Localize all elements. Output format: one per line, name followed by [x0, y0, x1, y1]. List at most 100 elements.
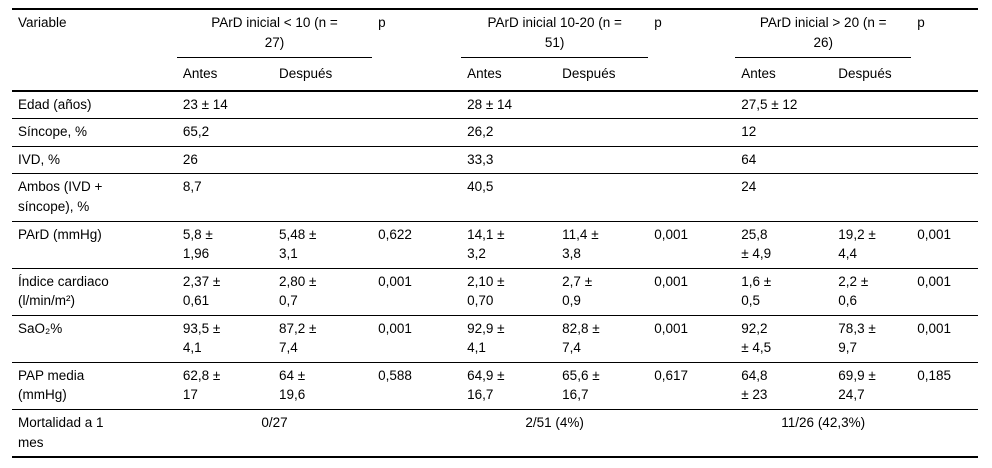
value-cell: 33,3: [461, 145, 557, 174]
value-cell: 0,001: [372, 267, 462, 316]
table-row: Edad (años) 23 ± 14 28 ± 14 27,5 ± 12: [12, 90, 978, 119]
value-cell: 64,8 ± 23: [735, 361, 833, 410]
value-cell: 27,5 ± 12: [735, 90, 833, 119]
value-cell: 19,2 ± 4,4: [832, 220, 912, 269]
row-label: IVD, %: [12, 145, 177, 174]
value-cell: 1,6 ± 0,5: [735, 267, 833, 316]
value-cell: 2/51 (4%): [461, 409, 649, 458]
table-row: Índice cardiaco (l/min/m²) 2,37 ± 0,61 2…: [12, 267, 978, 316]
group-header-row: Variable PArD inicial < 10 (n = 27) p PA…: [12, 9, 978, 92]
value-cell: [556, 118, 649, 147]
value-cell: 0,001: [648, 220, 736, 269]
value-cell: [372, 118, 462, 147]
value-cell: 65,6 ± 16,7: [556, 361, 649, 410]
value-cell: 0,001: [372, 314, 462, 363]
value-cell: [911, 90, 978, 119]
value-cell: 11,4 ± 3,8: [556, 220, 649, 269]
row-label: Índice cardiaco (l/min/m²): [12, 267, 177, 316]
table-row: PAP media (mmHg) 62,8 ± 17 64 ± 19,6 0,5…: [12, 361, 978, 410]
value-cell: [372, 145, 462, 174]
table-row: Síncope, % 65,2 26,2 12: [12, 118, 978, 147]
value-cell: 23 ± 14: [176, 90, 273, 119]
value-cell: [372, 90, 462, 119]
value-cell: 40,5: [461, 173, 557, 221]
value-cell: [832, 90, 912, 119]
value-cell: [272, 90, 373, 119]
empty-cell: [372, 409, 462, 458]
value-cell: 69,9 ± 24,7: [832, 361, 912, 410]
value-cell: [648, 145, 736, 174]
value-cell: 24: [735, 173, 833, 221]
value-cell: [272, 173, 373, 221]
p-column-header-2: p: [648, 9, 736, 92]
table-row-mortality: Mortalidad a 1 mes 0/27 2/51 (4%) 11/26 …: [12, 409, 978, 458]
table-row: Ambos (IVD + síncope), % 8,7 40,5 24: [12, 173, 978, 221]
subheader-antes-1: Antes: [176, 57, 273, 92]
value-cell: 2,2 ± 0,6: [832, 267, 912, 316]
empty-cell: [648, 409, 736, 458]
value-cell: 64,9 ± 16,7: [461, 361, 557, 410]
value-cell: 12: [735, 118, 833, 147]
value-cell: 64 ± 19,6: [272, 361, 373, 410]
value-cell: [372, 173, 462, 221]
group-header-2: PArD inicial 10-20 (n = 51): [461, 9, 649, 59]
subheader-antes-3: Antes: [735, 57, 833, 92]
value-cell: 65,2: [176, 118, 273, 147]
value-cell: 2,10 ± 0,70: [461, 267, 557, 316]
value-cell: 2,7 ± 0,9: [556, 267, 649, 316]
row-label: Edad (años): [12, 90, 177, 119]
value-cell: 78,3 ± 9,7: [832, 314, 912, 363]
p-column-header-1: p: [372, 9, 462, 92]
value-cell: 92,9 ± 4,1: [461, 314, 557, 363]
subheader-despues-2: Después: [556, 57, 649, 92]
value-cell: 0,001: [911, 267, 978, 316]
value-cell: [272, 118, 373, 147]
value-cell: [832, 145, 912, 174]
table-header: Variable PArD inicial < 10 (n = 27) p PA…: [12, 9, 978, 92]
p-column-header-3: p: [911, 9, 978, 92]
empty-cell: [911, 409, 978, 458]
subheader-despues-3: Después: [832, 57, 912, 92]
value-cell: 0,001: [911, 220, 978, 269]
value-cell: 14,1 ± 3,2: [461, 220, 557, 269]
table-row: SaO₂% 93,5 ± 4,1 87,2 ± 7,4 0,001 92,9 ±…: [12, 314, 978, 363]
value-cell: [648, 173, 736, 221]
value-cell: [556, 173, 649, 221]
value-cell: 0,001: [648, 267, 736, 316]
value-cell: 92,2 ± 4,5: [735, 314, 833, 363]
value-cell: [832, 118, 912, 147]
value-cell: [911, 145, 978, 174]
value-cell: 0,001: [911, 314, 978, 363]
table-body: Edad (años) 23 ± 14 28 ± 14 27,5 ± 12 Sí…: [12, 90, 978, 458]
row-label: PAP media (mmHg): [12, 361, 177, 410]
row-label: Ambos (IVD + síncope), %: [12, 173, 177, 221]
value-cell: 82,8 ± 7,4: [556, 314, 649, 363]
value-cell: [556, 90, 649, 119]
value-cell: 25,8 ± 4,9: [735, 220, 833, 269]
row-label: Síncope, %: [12, 118, 177, 147]
value-cell: 0,622: [372, 220, 462, 269]
value-cell: 0,001: [648, 314, 736, 363]
row-label: PArD (mmHg): [12, 220, 177, 269]
value-cell: [648, 90, 736, 119]
value-cell: [832, 173, 912, 221]
value-cell: 26: [176, 145, 273, 174]
value-cell: [911, 118, 978, 147]
row-label: Mortalidad a 1 mes: [12, 409, 177, 458]
group-header-3: PArD inicial > 20 (n = 26): [735, 9, 912, 59]
value-cell: 87,2 ± 7,4: [272, 314, 373, 363]
value-cell: 2,37 ± 0,61: [176, 267, 273, 316]
value-cell: 26,2: [461, 118, 557, 147]
value-cell: [272, 145, 373, 174]
value-cell: 8,7: [176, 173, 273, 221]
column-header-variable: Variable: [12, 9, 177, 92]
value-cell: 2,80 ± 0,7: [272, 267, 373, 316]
value-cell: [911, 173, 978, 221]
subheader-despues-1: Después: [272, 57, 373, 92]
value-cell: 0/27: [176, 409, 373, 458]
value-cell: [556, 145, 649, 174]
table-row: IVD, % 26 33,3 64: [12, 145, 978, 174]
row-label: SaO₂%: [12, 314, 177, 363]
value-cell: 0,617: [648, 361, 736, 410]
